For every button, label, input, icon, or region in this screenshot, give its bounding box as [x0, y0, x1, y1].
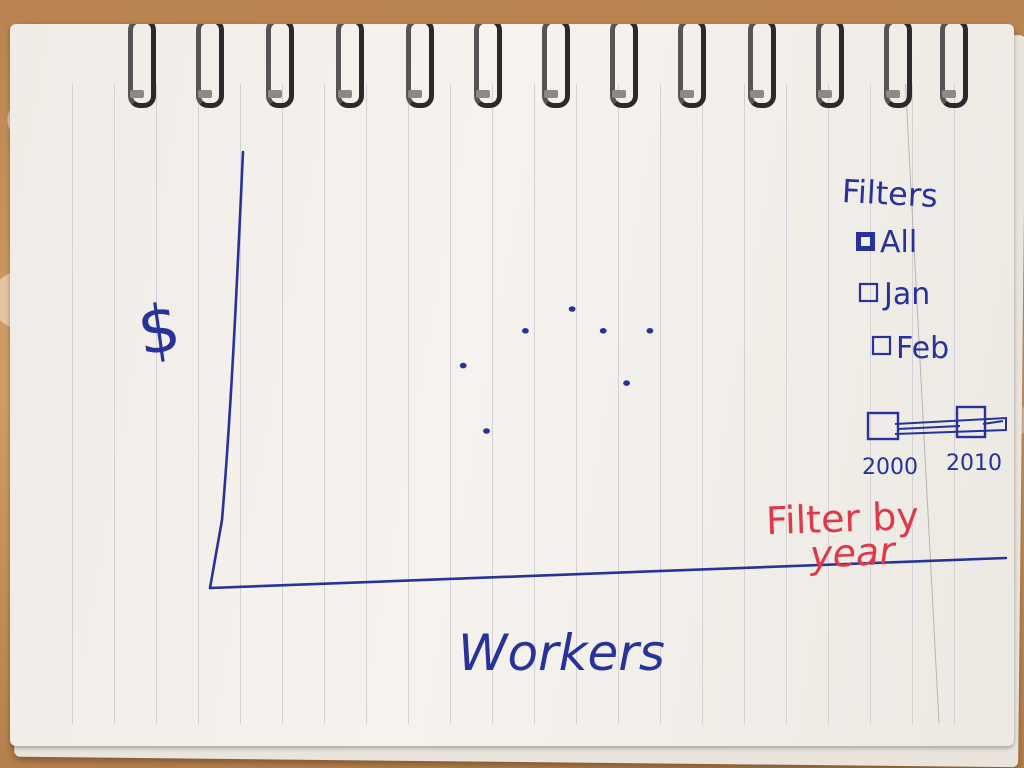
checkbox-unchecked-icon[interactable]	[858, 282, 879, 303]
filter-option-feb[interactable]: Feb	[871, 331, 949, 366]
scatter-point	[522, 328, 529, 334]
filter-option-label: All	[880, 225, 917, 260]
annotation-filter-by: Filter by	[765, 494, 919, 543]
scatter-point	[623, 380, 630, 386]
checkbox-unchecked-icon[interactable]	[871, 335, 892, 356]
scatter-point	[483, 428, 490, 434]
scatter-point	[568, 306, 576, 312]
spiral-coil	[884, 24, 912, 108]
scatter-points	[459, 306, 654, 434]
spiral-coil	[196, 24, 224, 108]
scatter-point	[646, 328, 654, 334]
filter-option-all[interactable]: All	[856, 225, 917, 260]
slider-handle-start[interactable]	[866, 411, 900, 441]
slider-min-label: 2000	[862, 455, 918, 480]
spiral-coil	[816, 24, 844, 108]
spiral-coil	[940, 24, 968, 108]
spiral-coil	[128, 24, 156, 108]
filter-option-label: Feb	[896, 331, 949, 366]
spiral-coil	[542, 24, 570, 108]
x-axis-label: Workers	[458, 624, 665, 682]
y-axis-line	[208, 150, 245, 590]
year-range-slider[interactable]	[866, 405, 1007, 441]
y-axis-label: $	[133, 289, 185, 371]
slider-max-label: 2010	[946, 451, 1002, 476]
spiral-coil	[610, 24, 638, 108]
spiral-coil	[474, 24, 502, 108]
spiral-coil	[266, 24, 294, 108]
scatter-point	[459, 362, 467, 369]
notebook-page	[10, 24, 1014, 746]
spiral-coil	[748, 24, 776, 108]
scatter-point	[599, 328, 607, 334]
spiral-coil	[406, 24, 434, 108]
filters-title: Filters	[841, 172, 939, 215]
filter-option-label: Jan	[882, 277, 930, 312]
filter-option-jan[interactable]: Jan	[858, 277, 930, 312]
annotation-year: year	[808, 529, 898, 578]
x-axis-line	[208, 556, 1008, 590]
spiral-coil	[678, 24, 706, 108]
slider-track	[894, 416, 1007, 435]
slider-handle-end[interactable]	[955, 405, 987, 439]
spiral-coil	[336, 24, 364, 108]
